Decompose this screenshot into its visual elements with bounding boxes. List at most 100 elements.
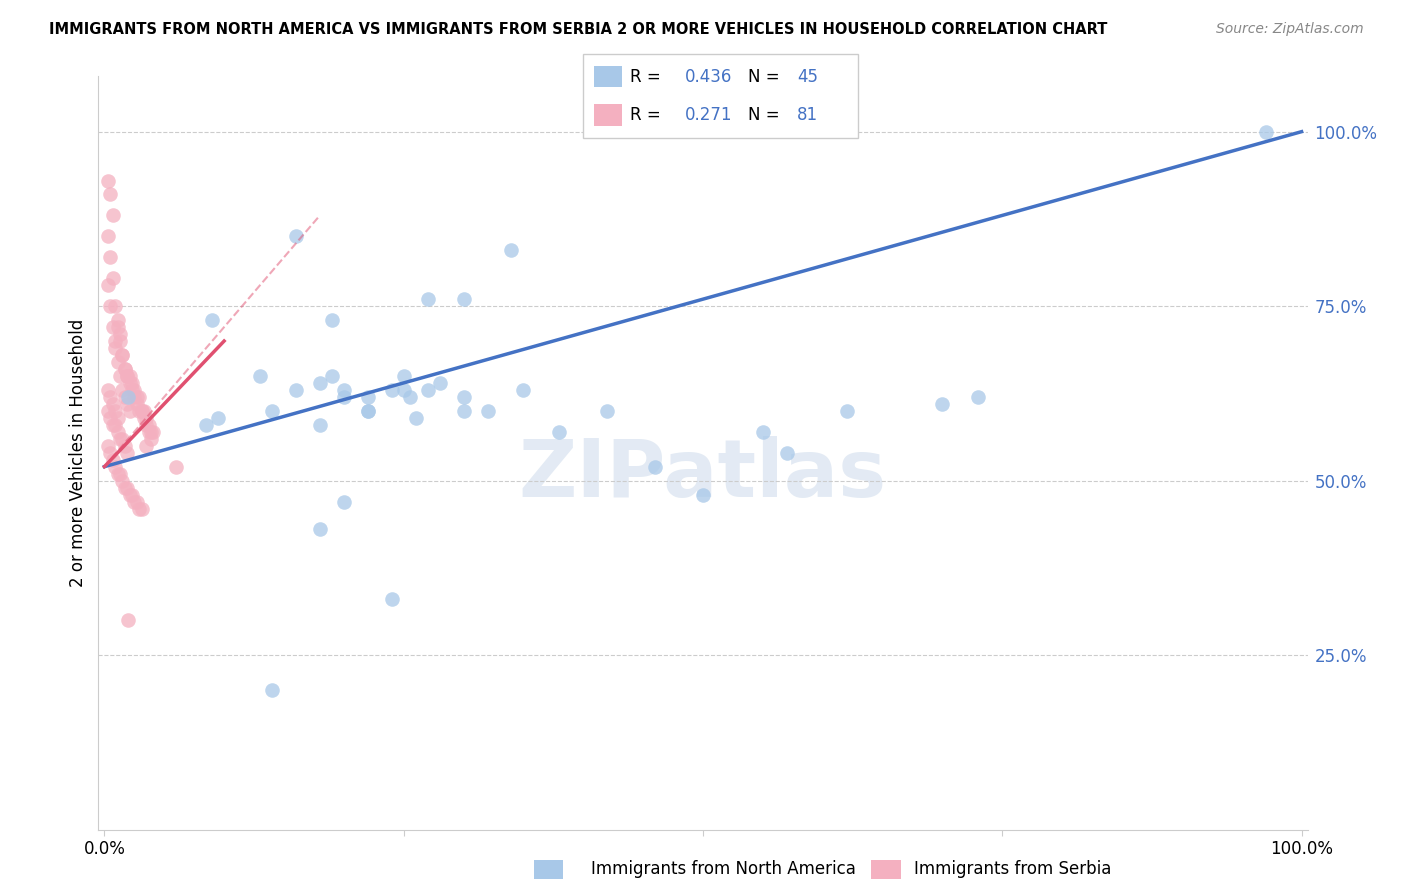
- Point: [142, 425, 165, 439]
- Point: [477, 404, 499, 418]
- Point: [333, 383, 356, 397]
- Point: [104, 404, 127, 418]
- Point: [117, 613, 139, 627]
- Point: [121, 487, 143, 501]
- Text: 81: 81: [797, 106, 818, 124]
- Point: [321, 368, 343, 383]
- Point: [201, 313, 224, 327]
- Point: [117, 390, 139, 404]
- Point: [97, 439, 120, 453]
- Point: [107, 313, 129, 327]
- Point: [392, 383, 415, 397]
- Point: [97, 404, 120, 418]
- Point: [97, 278, 120, 293]
- Point: [104, 334, 127, 348]
- Point: [100, 299, 122, 313]
- Y-axis label: 2 or more Vehicles in Household: 2 or more Vehicles in Household: [69, 318, 87, 587]
- Point: [125, 390, 148, 404]
- Point: [115, 397, 138, 411]
- Point: [357, 390, 380, 404]
- Point: [132, 404, 155, 418]
- Point: [107, 355, 129, 369]
- Point: [124, 390, 146, 404]
- Point: [118, 487, 141, 501]
- Text: 0.436: 0.436: [685, 68, 733, 86]
- Point: [114, 481, 136, 495]
- Text: N =: N =: [748, 106, 785, 124]
- Point: [131, 501, 153, 516]
- Point: [398, 390, 420, 404]
- FancyBboxPatch shape: [595, 66, 621, 87]
- Point: [501, 244, 523, 258]
- Point: [548, 425, 571, 439]
- Point: [125, 397, 148, 411]
- Point: [97, 173, 120, 187]
- Point: [125, 494, 148, 508]
- Point: [115, 368, 138, 383]
- Point: [207, 410, 229, 425]
- Point: [128, 501, 150, 516]
- Point: [381, 592, 404, 607]
- Point: [107, 410, 129, 425]
- Point: [357, 404, 380, 418]
- Point: [100, 410, 122, 425]
- Point: [107, 425, 129, 439]
- Point: [114, 390, 136, 404]
- Point: [1254, 125, 1277, 139]
- Text: 0.271: 0.271: [685, 106, 733, 124]
- FancyBboxPatch shape: [583, 54, 858, 138]
- Text: R =: R =: [630, 106, 666, 124]
- Point: [284, 229, 307, 244]
- Point: [381, 383, 404, 397]
- Point: [284, 383, 307, 397]
- Point: [135, 439, 157, 453]
- Point: [131, 404, 153, 418]
- Point: [752, 425, 775, 439]
- Point: [392, 368, 415, 383]
- Point: [195, 417, 218, 432]
- Point: [429, 376, 451, 390]
- Point: [101, 320, 124, 334]
- Point: [967, 390, 990, 404]
- Text: 45: 45: [797, 68, 818, 86]
- Point: [97, 383, 120, 397]
- Point: [118, 376, 141, 390]
- Point: [104, 417, 127, 432]
- Text: Source: ZipAtlas.com: Source: ZipAtlas.com: [1216, 22, 1364, 37]
- Point: [118, 368, 141, 383]
- Point: [135, 417, 157, 432]
- Point: [114, 362, 136, 376]
- Point: [100, 445, 122, 460]
- Text: Immigrants from Serbia: Immigrants from Serbia: [914, 860, 1111, 878]
- Point: [115, 368, 138, 383]
- Point: [139, 432, 162, 446]
- FancyBboxPatch shape: [870, 860, 901, 880]
- Point: [139, 425, 162, 439]
- Text: IMMIGRANTS FROM NORTH AMERICA VS IMMIGRANTS FROM SERBIA 2 OR MORE VEHICLES IN HO: IMMIGRANTS FROM NORTH AMERICA VS IMMIGRA…: [49, 22, 1108, 37]
- Point: [111, 383, 134, 397]
- Point: [931, 397, 953, 411]
- Point: [405, 410, 427, 425]
- Point: [453, 390, 475, 404]
- Point: [596, 404, 619, 418]
- Text: R =: R =: [630, 68, 666, 86]
- Point: [416, 383, 439, 397]
- Point: [135, 410, 157, 425]
- Point: [121, 376, 143, 390]
- Point: [416, 292, 439, 306]
- Point: [357, 404, 380, 418]
- Point: [835, 404, 858, 418]
- Point: [453, 292, 475, 306]
- Point: [124, 494, 146, 508]
- Point: [101, 208, 124, 222]
- Point: [108, 432, 131, 446]
- Point: [104, 341, 127, 355]
- Point: [107, 467, 129, 481]
- Point: [333, 494, 356, 508]
- Point: [776, 445, 799, 460]
- Point: [108, 326, 131, 341]
- Point: [138, 425, 160, 439]
- Point: [309, 523, 332, 537]
- Point: [333, 390, 356, 404]
- Point: [453, 404, 475, 418]
